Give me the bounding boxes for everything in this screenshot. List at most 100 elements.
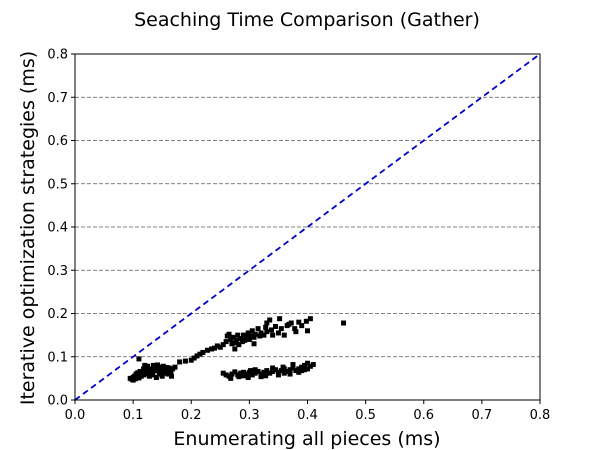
data-point: [238, 336, 244, 342]
data-point: [278, 326, 284, 332]
data-point: [280, 364, 286, 370]
data-point: [263, 324, 269, 330]
data-point: [277, 316, 283, 322]
data-point: [166, 365, 172, 371]
x-axis-ticks: 0.0 0.1 0.2 0.3 0.4 0.5 0.6 0.7 0.8: [65, 400, 550, 423]
data-point: [281, 370, 287, 376]
data-point: [130, 377, 136, 383]
data-point: [197, 351, 203, 357]
data-point: [249, 328, 255, 334]
data-point: [214, 343, 220, 349]
y-tick-label: 0.0: [47, 394, 68, 409]
data-point: [270, 365, 276, 371]
data-point: [261, 369, 267, 375]
data-point: [205, 347, 211, 353]
grid-lines: [75, 96, 540, 358]
data-point: [296, 366, 302, 372]
data-point: [246, 336, 252, 342]
data-point: [160, 368, 166, 374]
x-tick-label: 0.5: [355, 408, 376, 423]
data-point: [287, 367, 293, 373]
y-axis-label: Iterative optimization strategies (ms): [17, 51, 39, 405]
data-point: [234, 337, 240, 343]
data-point: [220, 342, 226, 348]
data-point: [230, 334, 236, 340]
data-point: [299, 323, 305, 329]
data-point: [242, 337, 248, 343]
data-point: [243, 334, 249, 340]
data-points: [127, 316, 347, 383]
data-point: [251, 334, 257, 340]
data-point: [273, 323, 279, 329]
data-point: [264, 320, 270, 326]
data-point: [241, 332, 247, 338]
data-point: [263, 373, 269, 379]
data-point: [172, 364, 178, 370]
data-point: [252, 331, 258, 337]
x-tick-label: 0.3: [239, 408, 260, 423]
data-point: [236, 342, 242, 348]
data-point: [135, 370, 141, 376]
data-point: [177, 359, 183, 365]
data-point: [243, 371, 249, 377]
data-point: [238, 370, 244, 376]
y-tick-label: 0.5: [47, 177, 68, 192]
data-point: [223, 372, 229, 378]
data-point: [296, 369, 302, 375]
data-point: [341, 320, 347, 326]
data-point: [229, 371, 235, 377]
data-point: [255, 368, 261, 374]
data-point: [249, 372, 255, 378]
reference-line: [74, 53, 541, 401]
data-point: [267, 317, 273, 323]
data-point: [142, 362, 148, 368]
data-point: [273, 367, 279, 373]
y-tick-label: 0.3: [47, 264, 68, 279]
y-tick-label: 0.7: [47, 91, 68, 106]
y-tick-label: 0.4: [47, 221, 68, 236]
data-point: [168, 369, 174, 375]
data-point: [281, 332, 287, 338]
data-point: [217, 344, 223, 350]
data-point: [248, 333, 254, 339]
x-axis-label: Enumerating all pieces (ms): [173, 428, 440, 450]
x-tick-label: 0.6: [413, 408, 434, 423]
chart-title: Seaching Time Comparison (Gather): [134, 9, 480, 31]
data-point: [159, 373, 165, 379]
x-tick-label: 0.0: [65, 408, 86, 423]
reference-line-layer: [74, 53, 541, 401]
data-point: [241, 373, 247, 379]
x-tick-label: 0.4: [297, 408, 318, 423]
y-tick-label: 0.8: [47, 48, 68, 63]
y-tick-label: 0.6: [47, 134, 68, 149]
data-point: [264, 329, 270, 335]
data-point: [296, 319, 302, 325]
data-point: [155, 362, 161, 368]
data-point: [182, 358, 188, 364]
data-point: [232, 369, 238, 375]
data-point: [245, 375, 251, 381]
data-point: [194, 353, 200, 359]
data-point: [258, 371, 264, 377]
data-point: [310, 362, 316, 368]
data-point: [229, 341, 235, 347]
data-point: [252, 367, 258, 373]
data-point: [145, 363, 151, 369]
data-point: [223, 339, 229, 345]
y-tick-label: 0.1: [47, 350, 68, 365]
data-point: [209, 346, 215, 352]
data-point: [305, 366, 310, 372]
data-point: [288, 320, 294, 326]
x-tick-label: 0.1: [123, 408, 144, 423]
data-point: [248, 368, 254, 374]
data-point: [153, 375, 159, 381]
data-point: [150, 362, 156, 368]
data-point: [141, 366, 147, 372]
data-point: [188, 357, 194, 363]
data-point: [287, 371, 293, 377]
data-point: [275, 369, 281, 375]
data-point: [150, 372, 156, 378]
data-point: [293, 329, 299, 335]
